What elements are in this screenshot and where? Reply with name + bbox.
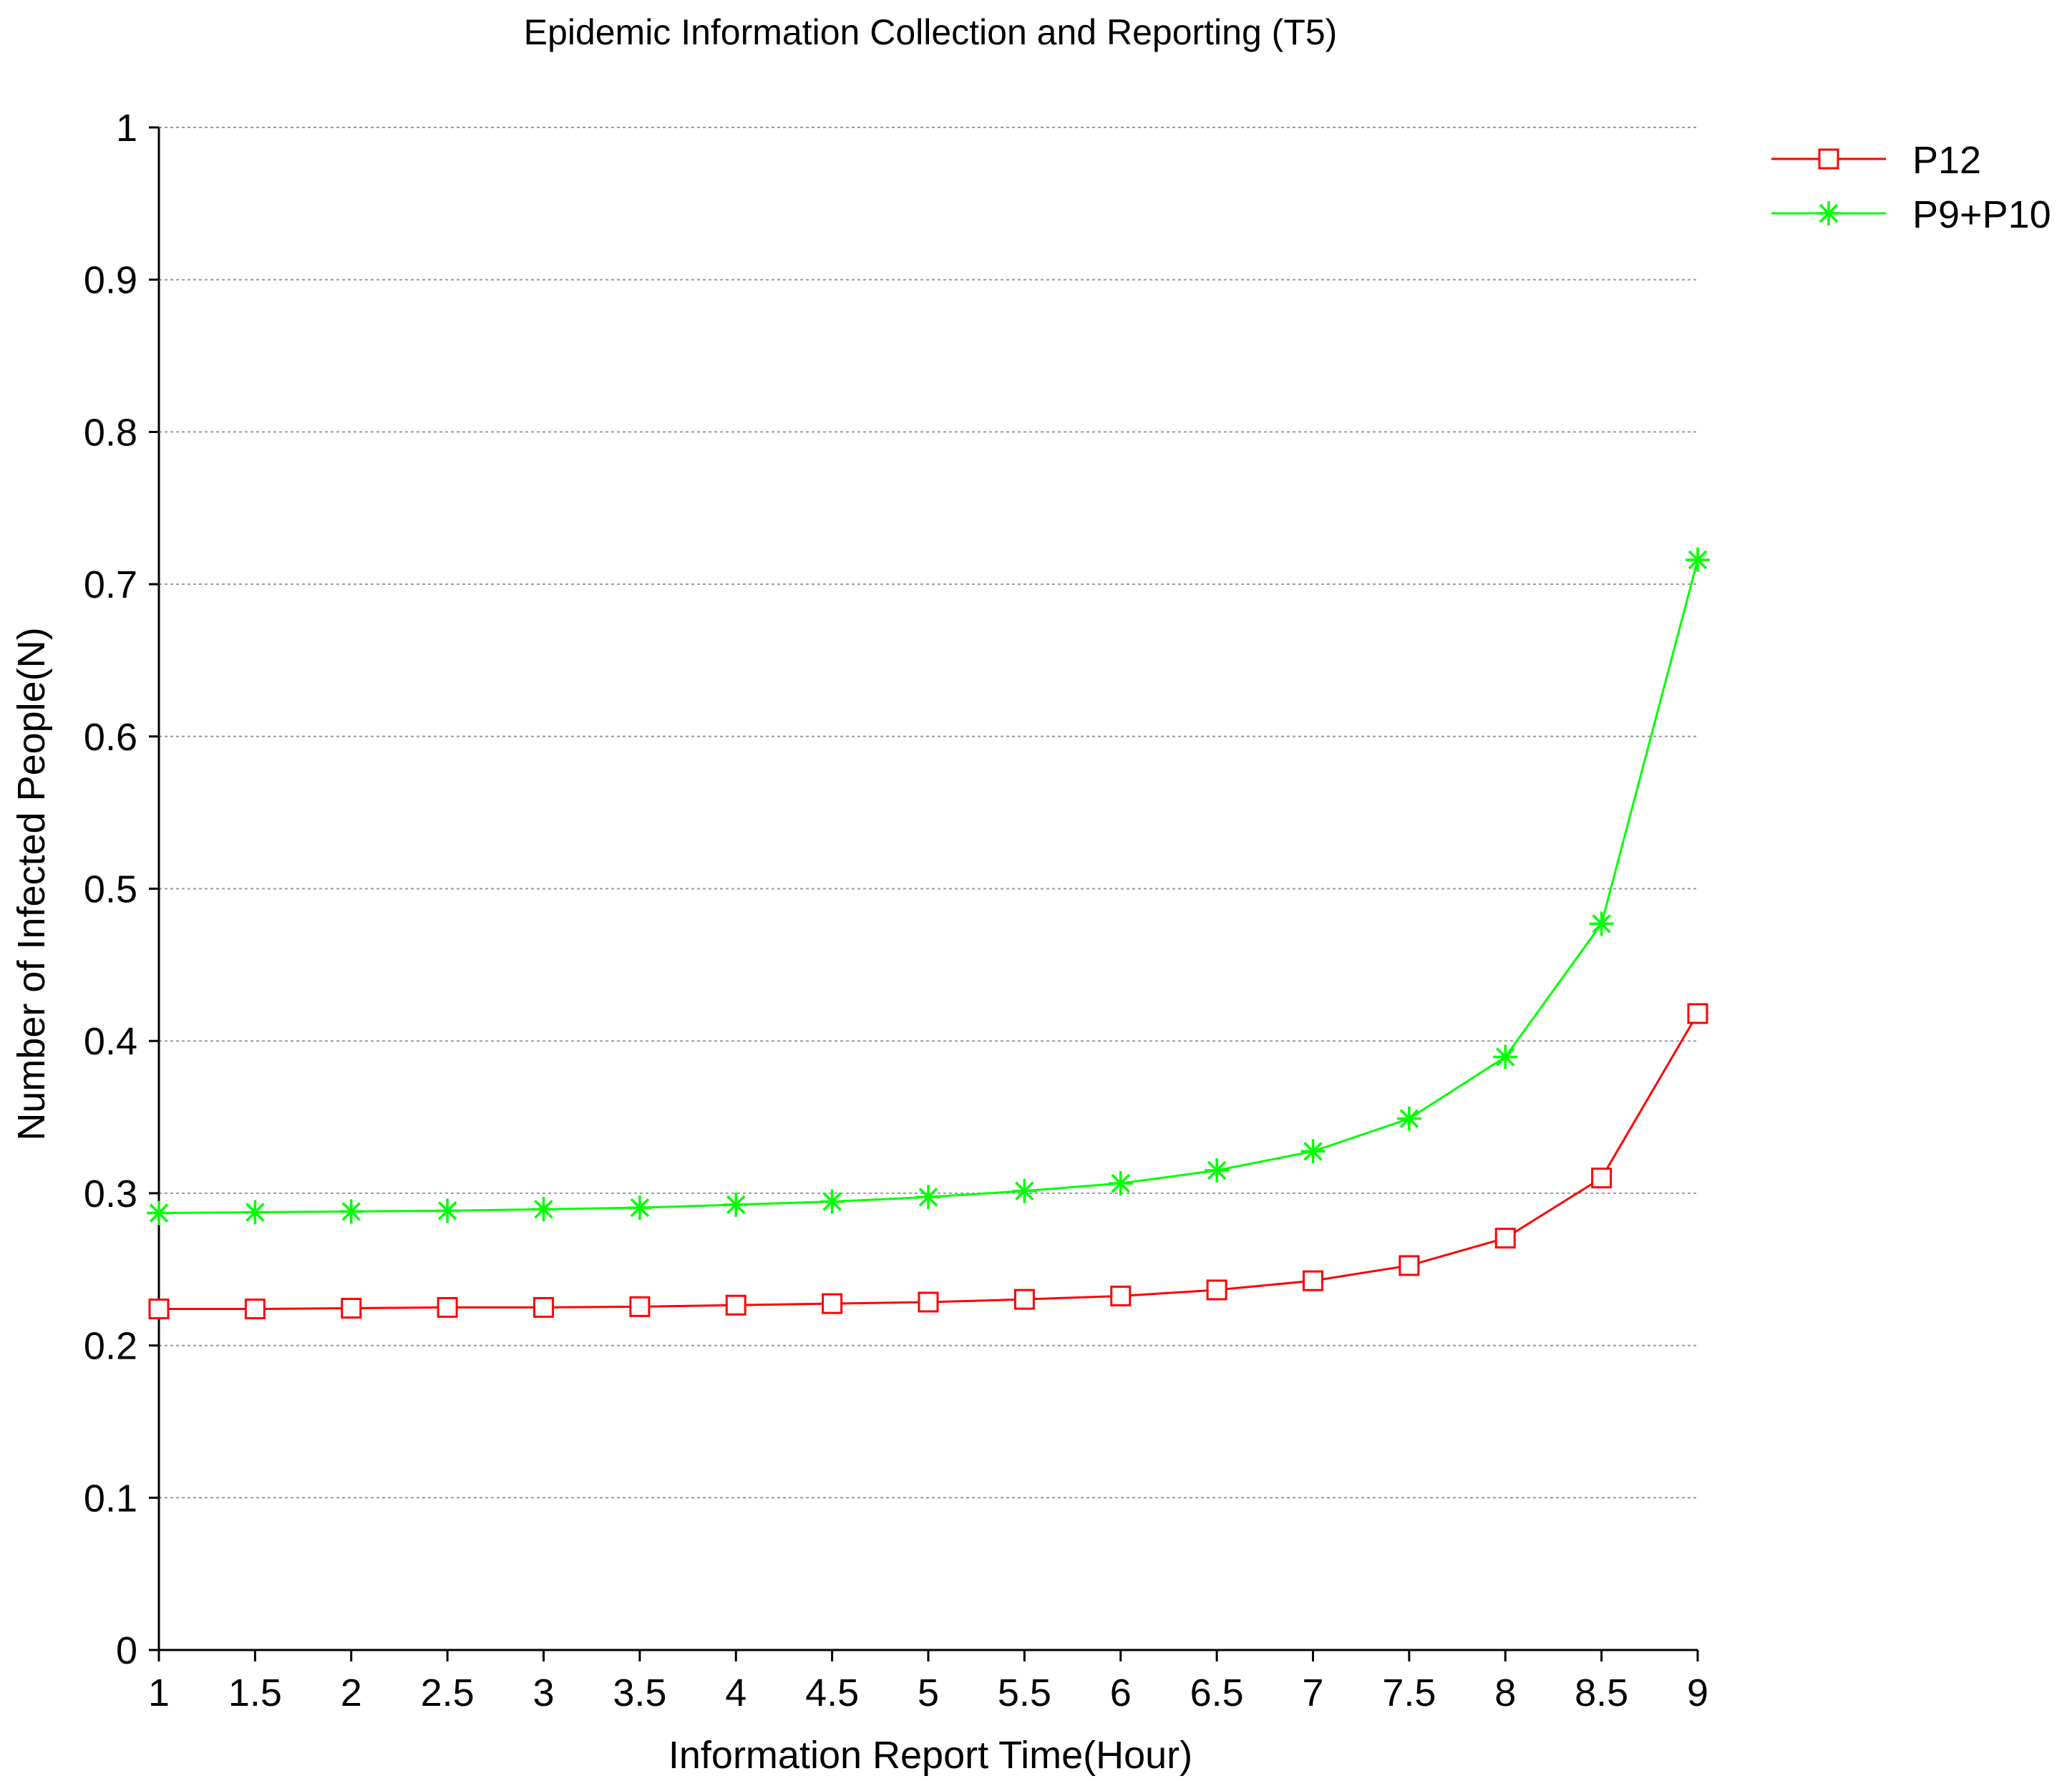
- x-tick-label: 7.5: [1382, 1671, 1436, 1714]
- data-point-square: [1110, 1285, 1132, 1306]
- series-line-0: [159, 1013, 1699, 1311]
- x-tick-label: 8: [1494, 1671, 1516, 1714]
- legend-marker-asterisk: [1816, 201, 1841, 225]
- data-point-square: [1687, 1003, 1708, 1024]
- series-1: [147, 548, 1710, 1226]
- data-point-square: [148, 1299, 170, 1320]
- x-tick-label: 6: [1110, 1671, 1132, 1714]
- x-tick-label: 6.5: [1190, 1671, 1244, 1714]
- x-tick-label: 4: [725, 1671, 746, 1714]
- x-tick-label: 5.5: [998, 1671, 1051, 1714]
- y-tick-label: 0.2: [84, 1325, 137, 1368]
- data-point-square: [1494, 1228, 1516, 1249]
- data-point-asterisk: [531, 1197, 556, 1222]
- x-tick-label: 2.5: [421, 1671, 475, 1714]
- data-point-square: [725, 1294, 746, 1316]
- data-point-asterisk: [724, 1192, 749, 1217]
- x-axis-label: Information Report Time(Hour): [668, 1734, 1192, 1777]
- legend-item-1: P9+P10: [1771, 193, 2051, 236]
- y-tick-label: 0.8: [84, 411, 137, 454]
- data-point-asterisk: [243, 1200, 268, 1225]
- data-point-asterisk: [1493, 1044, 1518, 1069]
- data-point-asterisk: [1589, 911, 1614, 936]
- data-point-square: [1013, 1289, 1035, 1310]
- data-point-square: [1399, 1255, 1420, 1276]
- data-point-square: [1591, 1168, 1613, 1189]
- series-group: [147, 548, 1710, 1320]
- data-point-asterisk: [916, 1185, 940, 1210]
- data-point-square: [437, 1296, 458, 1318]
- data-point-asterisk: [1205, 1158, 1230, 1183]
- x-tick-label: 3.5: [613, 1671, 666, 1714]
- x-tick-label: 4.5: [805, 1671, 859, 1714]
- series-line-1: [158, 559, 1699, 1215]
- data-point-square: [822, 1293, 843, 1314]
- data-point-asterisk: [1396, 1106, 1421, 1131]
- data-point-asterisk: [1108, 1171, 1133, 1196]
- y-tick-label: 0: [116, 1629, 137, 1672]
- y-tick-label: 0.1: [84, 1477, 137, 1520]
- data-point-asterisk: [1300, 1139, 1326, 1164]
- data-point-asterisk: [819, 1189, 845, 1214]
- data-point-square: [341, 1297, 362, 1319]
- data-point-square: [244, 1299, 266, 1320]
- legend-marker-square: [1818, 148, 1839, 170]
- data-point-square: [1206, 1279, 1227, 1301]
- data-point-asterisk: [339, 1199, 364, 1224]
- x-tick-label: 1.5: [228, 1671, 282, 1714]
- x-tick-label: 2: [341, 1671, 362, 1714]
- y-tick-label: 0.7: [84, 563, 137, 606]
- legend: P12 P9+P10: [1771, 139, 2051, 236]
- x-tick-label: 7: [1302, 1671, 1323, 1714]
- y-tick-label: 0.9: [84, 259, 137, 302]
- data-point-square: [918, 1291, 939, 1313]
- y-tick-label: 0.5: [84, 868, 137, 911]
- legend-label: P9+P10: [1912, 193, 2051, 236]
- data-point-square: [533, 1296, 554, 1318]
- data-point-asterisk: [435, 1198, 460, 1223]
- x-tick-label: 9: [1687, 1671, 1708, 1714]
- y-tick-label: 1: [116, 107, 137, 150]
- chart-title: Epidemic Information Collection and Repo…: [524, 12, 1338, 52]
- ticks: 0 0.1 0.2 0.3 0.4 0.5 0.6 0.7 0.8 0.9 1 1 1.5 2 2.5 3 3.…: [84, 107, 1708, 1714]
- y-axis-label: Number of Infected People(N): [10, 627, 53, 1140]
- x-tick-label: 3: [532, 1671, 554, 1714]
- data-point-square: [1303, 1270, 1323, 1291]
- y-tick-label: 0.4: [84, 1020, 137, 1063]
- y-tick-label: 0.3: [84, 1173, 137, 1215]
- legend-item-0: P12: [1771, 139, 1981, 182]
- data-point-asterisk: [1012, 1178, 1037, 1203]
- data-point-square: [629, 1296, 651, 1317]
- x-tick-label: 8.5: [1575, 1671, 1628, 1714]
- data-point-asterisk: [1686, 548, 1710, 573]
- y-tick-label: 0.6: [84, 716, 137, 759]
- series-0: [148, 1003, 1708, 1320]
- x-tick-label: 5: [918, 1671, 939, 1714]
- x-tick-label: 1: [148, 1671, 170, 1714]
- data-point-asterisk: [627, 1195, 652, 1221]
- legend-label: P12: [1912, 139, 1981, 182]
- data-point-asterisk: [147, 1200, 171, 1226]
